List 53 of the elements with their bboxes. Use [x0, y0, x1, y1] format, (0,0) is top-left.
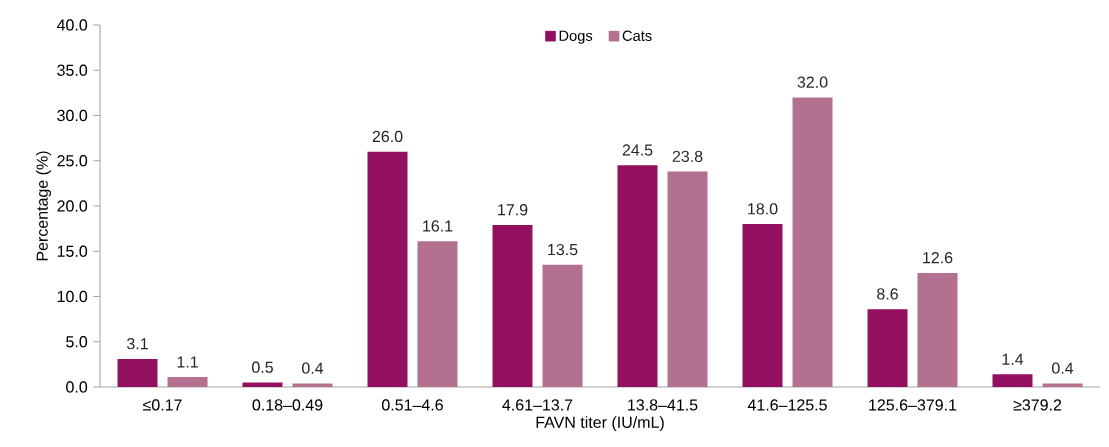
data-label: 23.8 — [672, 150, 703, 162]
bar — [542, 264, 583, 387]
x-tick-label: ≥379.2 — [1013, 399, 1062, 411]
legend-label: Cats — [622, 30, 652, 41]
y-tick-label: 40.0 — [56, 19, 88, 31]
data-label: 13.5 — [548, 243, 578, 256]
bar — [242, 382, 283, 387]
bar — [167, 377, 208, 387]
data-label: 0.5 — [252, 361, 273, 373]
legend-label: Dogs — [559, 30, 593, 44]
y-tick-label: 10.0 — [57, 290, 88, 303]
x-tick-label: 41.6–125.5 — [747, 399, 827, 411]
bar — [117, 358, 158, 387]
data-label: 3.1 — [126, 338, 148, 350]
x-tick-label: 13.8–41.5 — [628, 399, 698, 411]
data-label: 32.0 — [797, 76, 828, 88]
bar — [917, 272, 958, 387]
data-label: 26.0 — [372, 130, 403, 143]
x-tick-label: 0.18–0.49 — [252, 399, 323, 411]
data-label: 18.0 — [748, 203, 778, 215]
y-tick-label: 25.0 — [57, 155, 88, 167]
y-tick-label: 20.0 — [57, 200, 88, 212]
x-tick-label: 125.6–379.1 — [869, 399, 957, 411]
bar — [667, 171, 708, 387]
data-label: 17.9 — [498, 204, 528, 216]
y-tick-label: 0.0 — [66, 381, 88, 393]
data-label: 1.4 — [1002, 353, 1024, 365]
data-label: 8.6 — [877, 288, 898, 300]
bar — [1042, 383, 1083, 387]
x-axis-title: FAVN titer (IU/mL) — [536, 416, 664, 432]
data-label: 1.1 — [177, 356, 198, 368]
bar — [742, 224, 783, 387]
data-label: 24.5 — [622, 144, 653, 156]
x-tick-label: ≤0.17 — [143, 399, 182, 411]
data-label: 0.4 — [302, 362, 324, 374]
y-tick-label: 15.0 — [57, 245, 88, 257]
data-label: 0.4 — [1052, 362, 1074, 374]
y-tick-label: 35.0 — [57, 64, 88, 76]
data-label: 12.6 — [923, 252, 953, 264]
y-axis-title: Percentage (%) — [36, 151, 51, 261]
bar — [867, 309, 908, 387]
data-label: 16.1 — [423, 220, 453, 232]
y-tick-label: 30.0 — [57, 109, 88, 122]
y-tick-label: 5.0 — [66, 336, 88, 348]
x-tick-label: 4.61–13.7 — [502, 399, 573, 411]
bar — [792, 97, 833, 387]
bar — [992, 374, 1033, 387]
x-tick-label: 0.51–4.6 — [381, 399, 443, 411]
bar — [292, 383, 333, 387]
bar — [617, 165, 658, 387]
bar — [417, 241, 458, 387]
bar — [492, 225, 533, 387]
bar — [367, 151, 408, 387]
